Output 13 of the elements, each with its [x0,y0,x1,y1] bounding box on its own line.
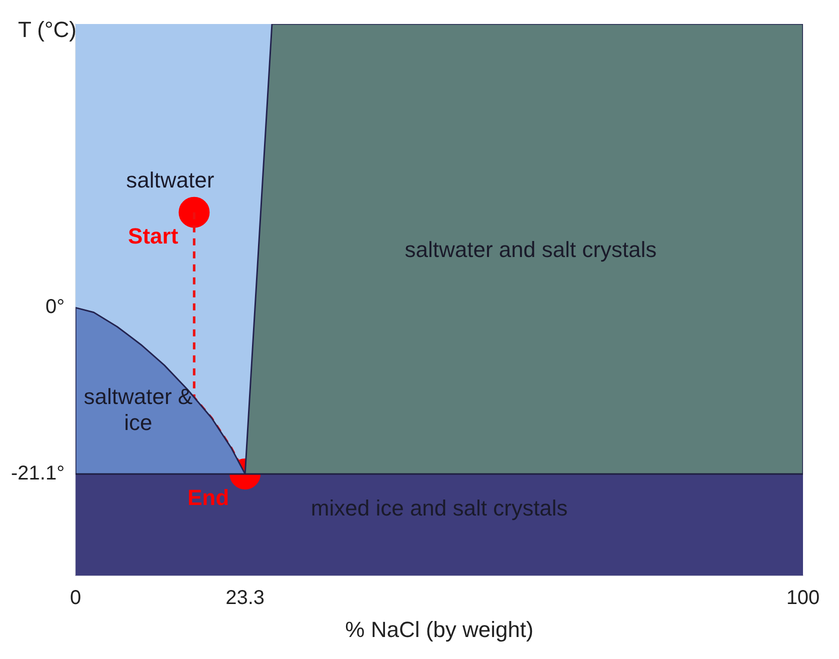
x-axis-title: % NaCl (by weight) [345,616,534,642]
series-label: End [188,485,230,510]
x-tick-label: 100 [786,587,820,610]
y-axis-title: T (°C) [18,17,76,42]
y-tick-label: 0° [45,296,65,318]
series-label: Start [128,223,179,248]
y-tick-label: -21.1° [10,462,65,484]
band-label: saltwater [126,168,214,193]
x-tick-label: 0 [70,587,82,610]
series-label: saltwater and salt crystals [404,236,657,262]
x-tick-label: 23.3 [226,587,265,610]
band-label: mixed ice and salt crystals [310,496,568,521]
series-label: saltwater & ice [84,384,193,436]
